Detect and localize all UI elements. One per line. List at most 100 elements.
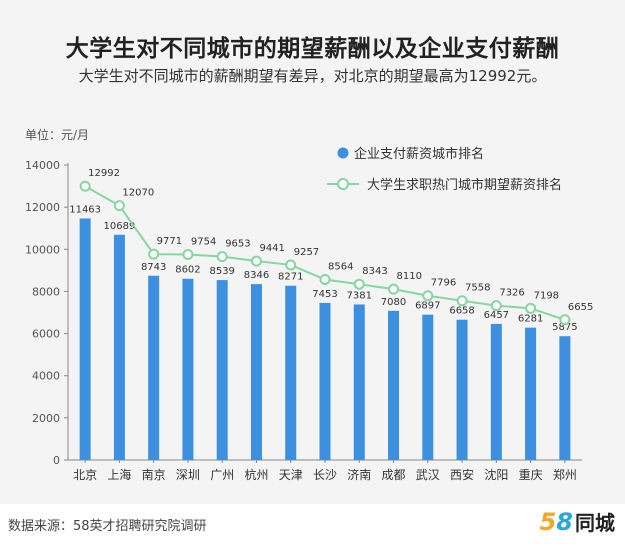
x-tick-label: 杭州 — [244, 467, 268, 482]
line-point — [319, 274, 331, 286]
line-point — [79, 180, 91, 192]
line-point — [285, 259, 297, 271]
y-tick-label: 8000 — [32, 285, 60, 298]
y-ticks: 0 2000 4000 6000 8000 10000 12000 14000 — [25, 159, 68, 467]
bar — [490, 323, 502, 460]
bar-value-label: 8539 — [209, 266, 234, 277]
y-tick-label: 10000 — [25, 243, 60, 256]
bar — [319, 302, 331, 460]
bar — [250, 284, 262, 460]
y-tick-label: 2000 — [32, 412, 60, 425]
line-value-label: 9257 — [294, 247, 319, 258]
legend-line-marker — [337, 178, 349, 190]
line-point — [250, 255, 262, 267]
y-tick-label: 14000 — [25, 159, 60, 172]
x-tick-label: 长沙 — [313, 468, 337, 482]
x-tick-label: 西安 — [450, 467, 474, 482]
legend-bar-swatch — [337, 147, 349, 159]
bar — [148, 275, 160, 460]
bar — [353, 304, 365, 460]
chart-subtitle: 大学生对不同城市的薪酬期望有差异，对北京的期望最高为12992元。 — [78, 67, 547, 85]
line-point — [182, 248, 194, 260]
y-tick-label: 6000 — [32, 328, 60, 341]
line-point — [525, 302, 537, 314]
logo-text: 同城 — [575, 511, 615, 535]
line-point — [456, 295, 468, 307]
bar-value-label: 5875 — [552, 322, 577, 333]
legend: 企业支付薪资城市排名 大学生求职热门城市期望薪资排名 — [327, 146, 562, 193]
bar-value-label: 6281 — [518, 314, 543, 325]
line-point — [148, 248, 160, 260]
x-tick-label: 成都 — [382, 468, 406, 482]
y-tick-label: 12000 — [25, 201, 60, 214]
bar-value-label: 8743 — [141, 262, 166, 273]
legend-line-label: 大学生求职热门城市期望薪资排名 — [367, 177, 562, 193]
chart-title: 大学生对不同城市的期望薪酬以及企业支付薪酬 — [65, 36, 560, 62]
line-value-label: 7326 — [499, 288, 524, 299]
line-point — [490, 300, 502, 312]
legend-bar-label: 企业支付薪资城市排名 — [354, 146, 484, 162]
line-value-label: 9653 — [225, 239, 250, 250]
bar — [79, 218, 91, 460]
bar-value-label: 6897 — [415, 301, 440, 312]
bar — [525, 327, 537, 460]
bar-value-label: 11463 — [69, 204, 101, 215]
chart: 单位：元/月 02000400060008000100001200014000 … — [25, 127, 593, 482]
line-series — [79, 180, 571, 326]
x-tick-label: 上海 — [107, 467, 131, 482]
x-tick-label: 深圳 — [176, 468, 200, 482]
line-point — [422, 290, 434, 302]
x-tick-label: 武汉 — [416, 468, 440, 482]
y-tick-label: 0 — [53, 454, 60, 467]
x-tick-label: 沈阳 — [484, 467, 508, 482]
bar-value-label: 7453 — [312, 289, 337, 300]
bar — [182, 278, 194, 460]
bar-value-label: 10689 — [103, 221, 135, 232]
line-value-label: 8564 — [328, 262, 353, 273]
bar — [422, 314, 434, 460]
line-value-label: 7796 — [431, 278, 456, 289]
unit-label: 单位：元/月 — [25, 127, 89, 142]
line-value-label: 9771 — [157, 236, 182, 247]
line-value-label: 7198 — [534, 290, 559, 301]
bar — [388, 310, 400, 460]
logo-number: 58 — [539, 508, 573, 536]
data-source: 数据来源：58英才招聘研究院调研 — [8, 519, 207, 534]
chart-panel — [0, 0, 625, 504]
bar — [285, 285, 297, 460]
bar-value-label: 7080 — [381, 297, 406, 308]
bar-value-label: 6658 — [449, 306, 474, 317]
bars — [79, 218, 571, 460]
bar — [559, 336, 571, 460]
bar-value-label: 8346 — [244, 270, 269, 281]
line-point — [388, 283, 400, 295]
line-point — [559, 314, 571, 326]
x-tick-label: 郑州 — [553, 467, 577, 482]
line-point — [216, 251, 228, 263]
line-value-label: 6655 — [568, 302, 593, 313]
x-tick-labels: 北京 上海 南京 深圳 广州 杭州 天津 长沙 济南 成都 武汉 西安 沈阳 重庆 郑州 — [73, 460, 577, 482]
brand-logo: 58 同城 — [540, 507, 615, 536]
x-tick-label: 南京 — [142, 467, 166, 482]
line-value-label: 12070 — [122, 188, 154, 199]
line-value-label: 8110 — [397, 271, 422, 282]
bar — [216, 280, 228, 460]
bar — [456, 319, 468, 460]
bar — [113, 234, 125, 460]
bar-value-label: 8271 — [278, 272, 303, 283]
line-point — [113, 200, 125, 212]
line-value-label: 9754 — [191, 236, 216, 247]
line-point — [353, 278, 365, 290]
bar-value-label: 8602 — [175, 265, 200, 276]
x-tick-label: 济南 — [347, 467, 371, 482]
line-value-label: 9441 — [259, 243, 284, 254]
bar-value-label: 6457 — [484, 310, 509, 321]
y-tick-label: 4000 — [32, 370, 60, 383]
line-value-label: 12992 — [88, 168, 120, 179]
x-tick-label: 天津 — [279, 468, 303, 482]
line-value-label: 8343 — [362, 266, 387, 277]
x-tick-label: 北京 — [73, 468, 97, 482]
x-tick-label: 重庆 — [519, 468, 543, 482]
